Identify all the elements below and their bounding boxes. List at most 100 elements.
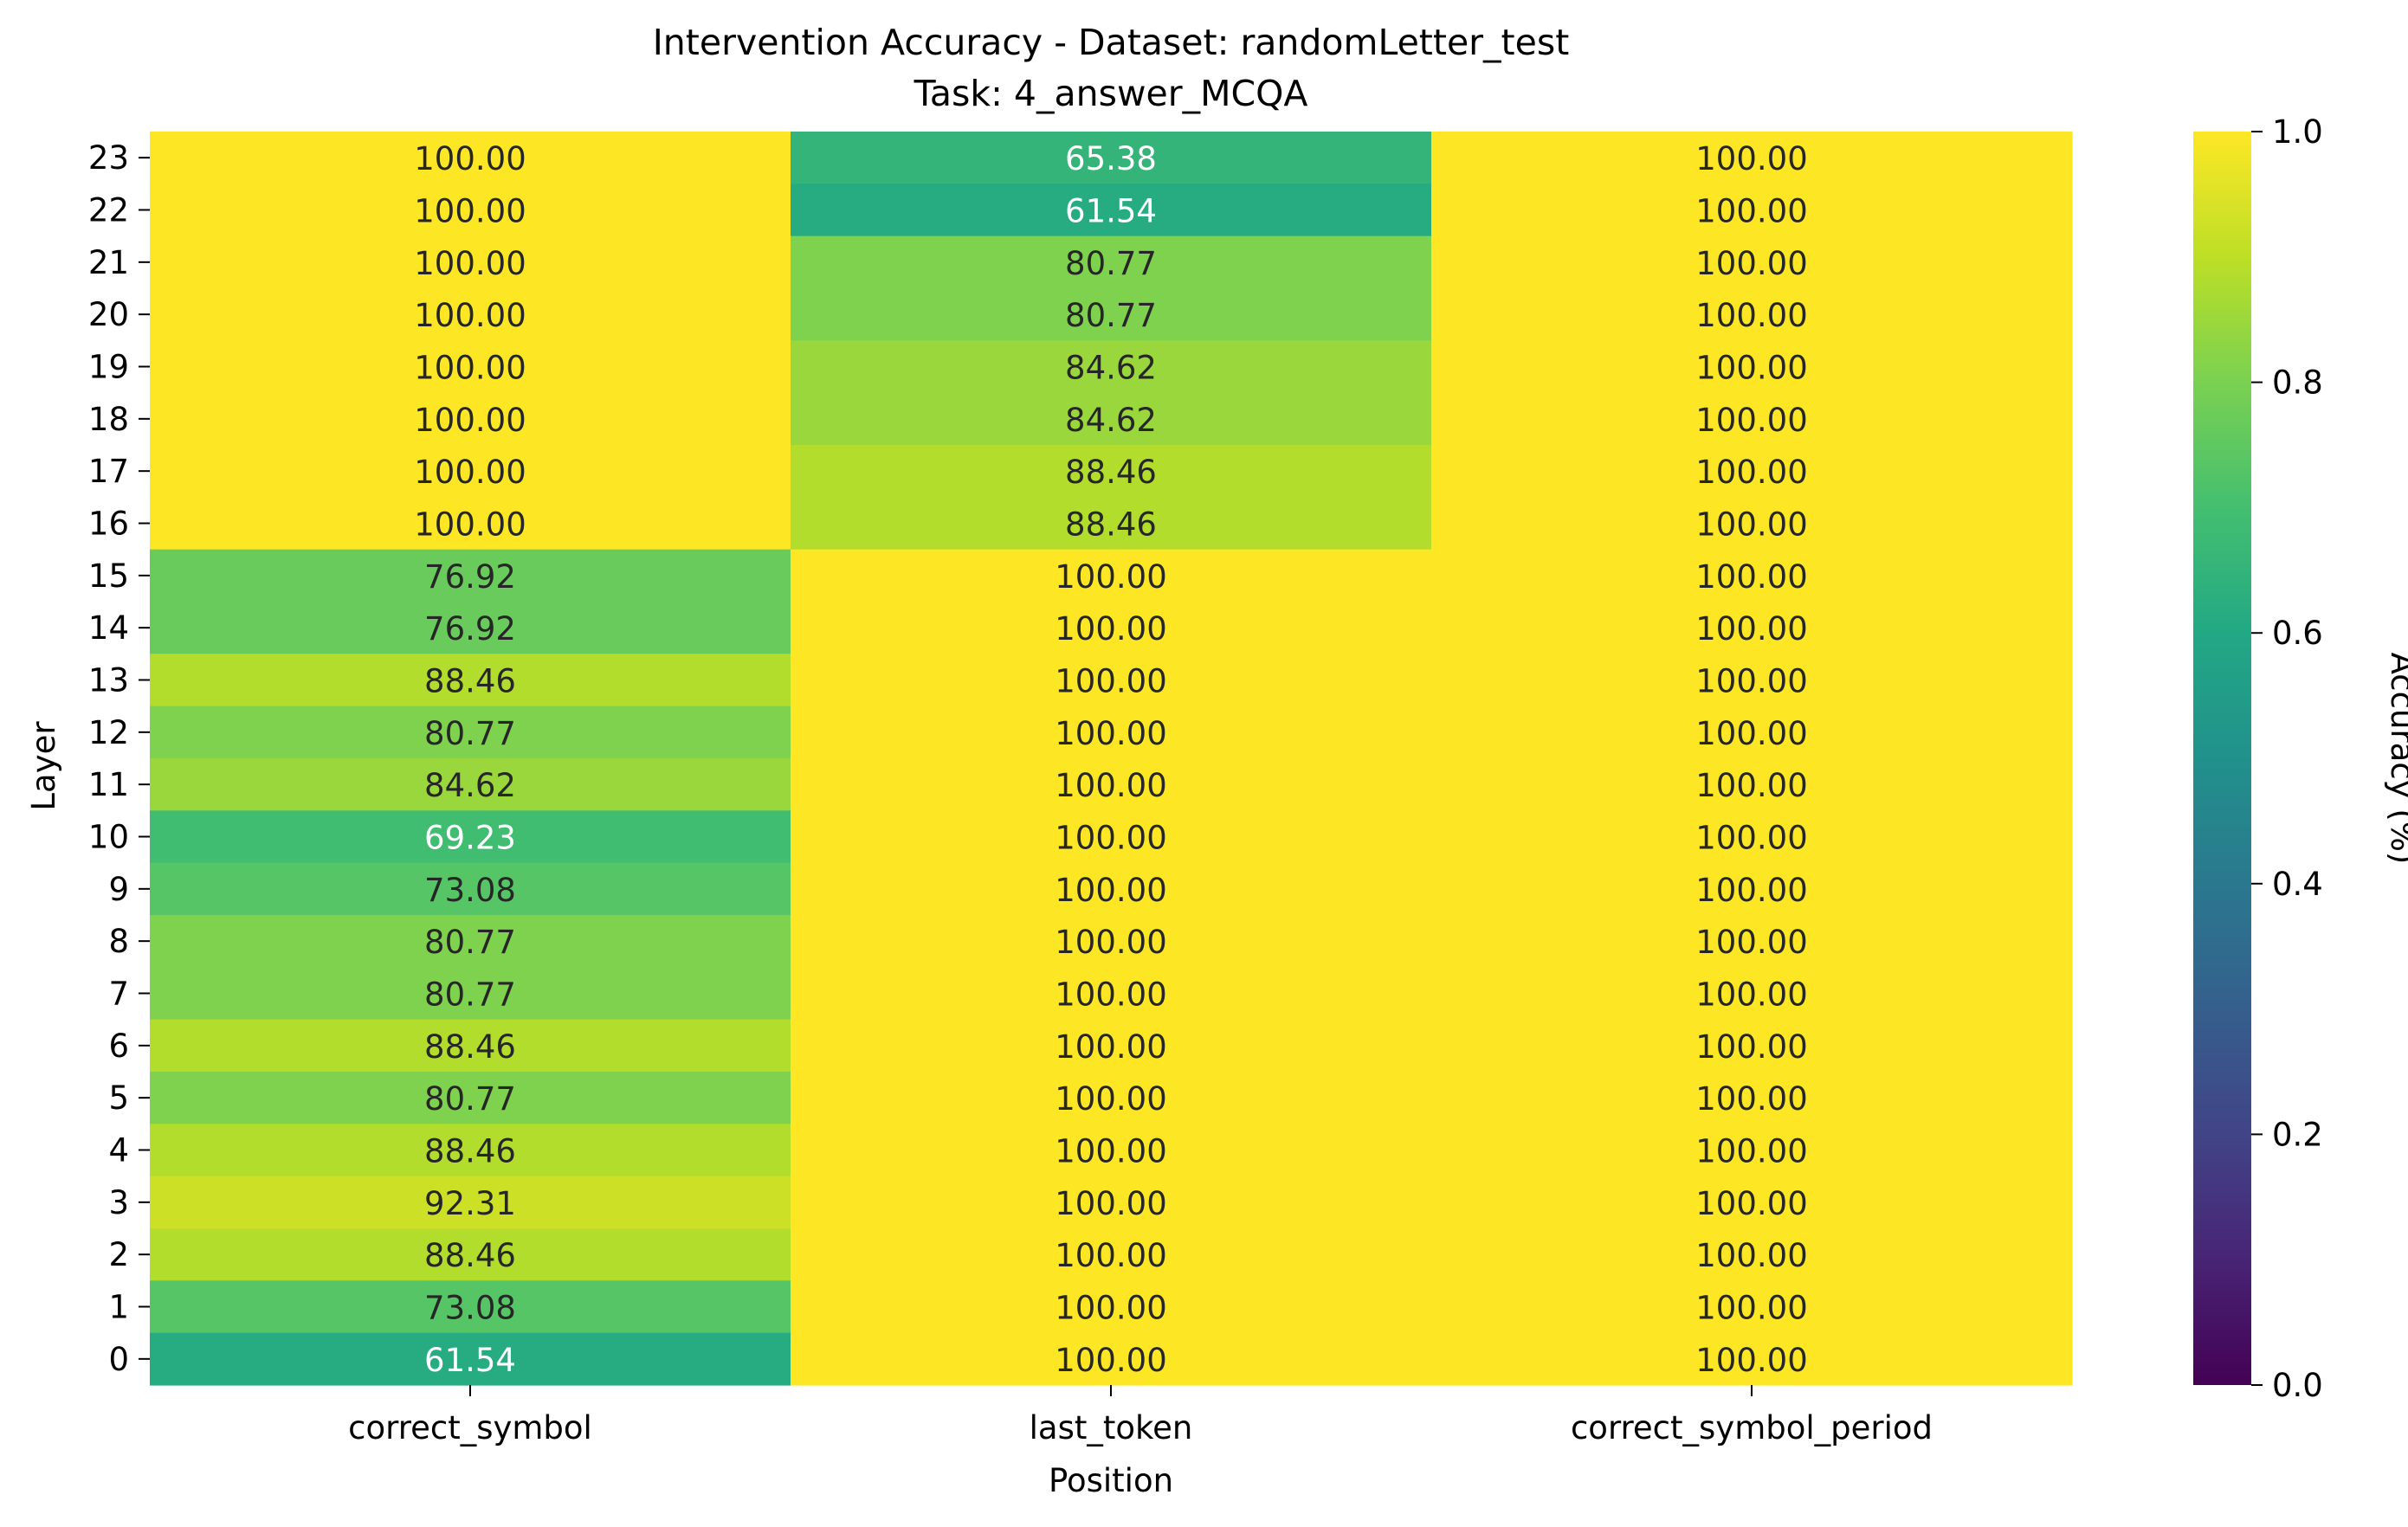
cell-value-label: 61.54: [424, 1342, 516, 1379]
colorbar-tick-label: 1.0: [2272, 113, 2323, 151]
heatmap-cell: [1431, 1176, 2073, 1229]
heatmap-cell: [150, 810, 791, 864]
cell-value-label: 100.00: [1055, 1028, 1166, 1066]
heatmap-cell: [791, 810, 1432, 864]
heatmap-cell: [791, 1124, 1432, 1177]
heatmap-cell: [1431, 497, 2073, 551]
cell-value-label: 100.00: [1055, 1342, 1166, 1379]
cell-value-label: 80.77: [424, 715, 516, 752]
cell-value-label: 100.00: [1695, 663, 1807, 700]
heatmap-cell: [150, 862, 791, 916]
y-tick-label: 9: [108, 871, 129, 908]
cell-value-label: 100.00: [414, 297, 526, 334]
x-tick-label: correct_symbol: [348, 1409, 592, 1446]
cell-value-label: 100.00: [414, 506, 526, 544]
y-tick-label: 6: [108, 1028, 129, 1065]
heatmap-cell: [791, 340, 1432, 394]
heatmap-cell: [791, 392, 1432, 446]
y-tick-label: 21: [88, 244, 129, 281]
y-tick-label: 0: [108, 1341, 129, 1378]
chart-subtitle: Task: 4_answer_MCQA: [913, 73, 1308, 114]
cell-value-label: 100.00: [1695, 715, 1807, 752]
colorbar-ticks: 0.0 0.2 0.4 0.6 0.8 1.0: [2251, 113, 2323, 1404]
cell-value-label: 100.00: [1695, 402, 1807, 439]
heatmap-cell: [1431, 1072, 2073, 1124]
cell-value-label: 84.62: [1065, 350, 1157, 387]
heatmap-cell: [1431, 235, 2073, 289]
y-axis-label: Layer: [25, 721, 62, 811]
cell-value-label: 100.00: [1695, 193, 1807, 230]
y-tick-label: 5: [108, 1079, 129, 1117]
cell-value-label: 100.00: [1695, 872, 1807, 909]
heatmap-cell: [150, 967, 791, 1021]
heatmap-cell: [791, 445, 1432, 498]
heatmap-cell: [150, 758, 791, 811]
cell-value-label: 100.00: [1055, 1080, 1166, 1118]
heatmap-cell: [150, 602, 791, 654]
y-tick-label: 10: [88, 819, 129, 856]
cell-value-label: 88.46: [424, 1237, 516, 1274]
heatmap-cell: [1431, 810, 2073, 864]
heatmap-cell: [791, 915, 1432, 968]
cell-value-label: 76.92: [424, 558, 516, 596]
heatmap-cell: [791, 549, 1432, 602]
heatmap-cell: [1431, 1228, 2073, 1281]
heatmap-cell: [791, 1019, 1432, 1073]
colorbar-tick-label: 0.6: [2272, 615, 2323, 652]
heatmap-cell: [150, 235, 791, 289]
cell-value-label: 100.00: [1055, 976, 1166, 1014]
cell-value-label: 73.08: [424, 1290, 516, 1327]
colorbar-tick-label: 0.2: [2272, 1116, 2323, 1153]
cell-value-label: 100.00: [414, 193, 526, 230]
heatmap-cell: [1431, 758, 2073, 811]
colorbar-gradient: [2193, 132, 2251, 1385]
heatmap-cell: [150, 654, 791, 707]
heatmap-cell: [791, 706, 1432, 759]
colorbar-label: Accuracy (%): [2384, 653, 2408, 865]
heatmap-cell: [150, 445, 791, 498]
heatmap-cell: [791, 967, 1432, 1021]
cell-value-label: 100.00: [1695, 1133, 1807, 1170]
cell-value-label: 100.00: [414, 402, 526, 439]
heatmap-cell: [150, 706, 791, 759]
y-tick-label: 13: [88, 662, 129, 699]
cell-value-label: 100.00: [1695, 558, 1807, 596]
cell-value-label: 100.00: [414, 245, 526, 282]
heatmap-cell: [1431, 445, 2073, 498]
heatmap-cell: [1431, 132, 2073, 184]
cell-value-label: 100.00: [1055, 1290, 1166, 1327]
cell-value-label: 80.77: [424, 976, 516, 1014]
x-tick-label: correct_symbol_period: [1571, 1409, 1933, 1446]
heatmap-cell: [1431, 602, 2073, 654]
colorbar: 0.0 0.2 0.4 0.6 0.8 1.0 Accuracy (%): [2193, 113, 2408, 1404]
heatmap-cell: [150, 1072, 791, 1124]
y-tick-label: 18: [88, 401, 129, 438]
heatmap-cell: [150, 132, 791, 184]
cell-value-label: 80.77: [424, 1080, 516, 1118]
cell-value-label: 88.46: [424, 1133, 516, 1170]
colorbar-tick-label: 0.0: [2272, 1367, 2323, 1404]
y-tick-label: 3: [108, 1184, 129, 1221]
cell-value-label: 100.00: [1695, 767, 1807, 804]
y-tick-label: 15: [88, 557, 129, 595]
cell-value-label: 100.00: [1695, 1185, 1807, 1222]
heatmap-cell: [1431, 549, 2073, 602]
heatmap-cell: [791, 235, 1432, 289]
cell-value-label: 100.00: [1055, 1133, 1166, 1170]
cell-value-label: 100.00: [1055, 1185, 1166, 1222]
cell-value-label: 84.62: [1065, 402, 1157, 439]
cell-value-label: 100.00: [1695, 245, 1807, 282]
cell-value-label: 88.46: [1065, 454, 1157, 491]
y-tick-label: 2: [108, 1236, 129, 1273]
cell-value-label: 100.00: [414, 454, 526, 491]
heatmap-cell: [150, 915, 791, 968]
heatmap-cell: [150, 1176, 791, 1229]
y-tick-label: 19: [88, 349, 129, 386]
cell-value-label: 100.00: [1055, 820, 1166, 857]
cell-value-label: 80.77: [424, 924, 516, 961]
cell-value-label: 100.00: [414, 350, 526, 387]
heatmap-cell: [150, 392, 791, 446]
heatmap-cell: [1431, 288, 2073, 341]
heatmap-cell: [791, 1280, 1432, 1334]
cell-value-label: 100.00: [1055, 663, 1166, 700]
